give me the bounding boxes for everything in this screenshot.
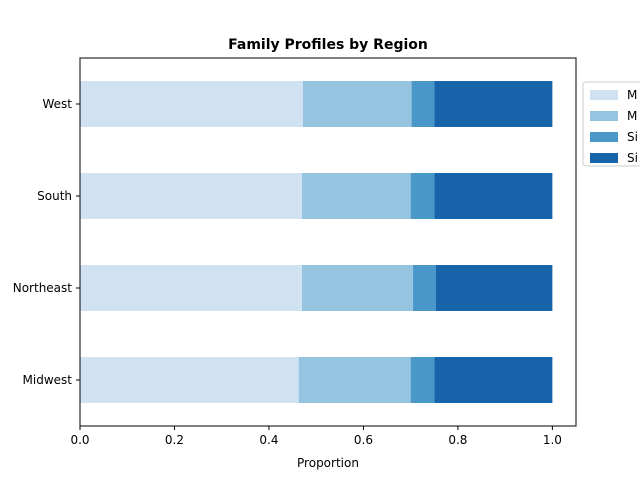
bar-midwest-series-2 <box>298 357 411 403</box>
bar-northeast-series-2 <box>302 265 414 311</box>
bar-south-series-1 <box>80 173 303 219</box>
bar-midwest-series-4 <box>434 357 553 403</box>
legend-swatch <box>590 153 618 163</box>
legend-swatch <box>590 90 618 100</box>
x-axis: 0.0 0.2 0.4 0.6 0.8 1.0 <box>70 426 562 447</box>
bar-northeast-series-4 <box>435 265 553 311</box>
y-tick-label: South <box>37 189 72 203</box>
x-tick-label: 0.8 <box>448 433 467 447</box>
legend-box <box>582 81 640 167</box>
chart-title: Family Profiles by Region <box>228 37 428 53</box>
legend-label: Si <box>627 130 638 144</box>
bar-northeast-series-1 <box>80 265 303 311</box>
legend-label: M <box>627 88 637 102</box>
bar-midwest-series-3 <box>410 357 435 403</box>
legend: MM Si Si <box>582 81 640 167</box>
y-tick-label: Northeast <box>13 281 73 295</box>
x-tick-label: 0.2 <box>165 433 184 447</box>
x-tick-label: 0.0 <box>70 433 89 447</box>
y-tick-label: West <box>42 97 72 111</box>
x-tick-label: 0.6 <box>354 433 373 447</box>
bar-west-series-4 <box>434 81 553 127</box>
legend-swatch <box>590 132 618 142</box>
bar-south-series-4 <box>434 173 553 219</box>
bars-group <box>80 81 553 403</box>
bar-south-series-3 <box>410 173 435 219</box>
bar-south-series-2 <box>302 173 411 219</box>
bar-west-series-3 <box>411 81 435 127</box>
y-tick-label: Midwest <box>23 373 73 387</box>
y-axis: Midwest Northeast South West <box>13 97 80 387</box>
bar-west-series-2 <box>302 81 412 127</box>
x-tick-label: 0.4 <box>259 433 278 447</box>
x-axis-label: Proportion <box>297 456 359 470</box>
bar-midwest-series-1 <box>80 357 299 403</box>
legend-swatch <box>590 111 618 121</box>
legend-label: Si <box>627 151 638 165</box>
x-tick-label: 1.0 <box>543 433 562 447</box>
bar-northeast-series-3 <box>413 265 436 311</box>
legend-label: M <box>627 109 637 123</box>
bar-west-series-1 <box>80 81 303 127</box>
plot-frame <box>79 57 577 427</box>
